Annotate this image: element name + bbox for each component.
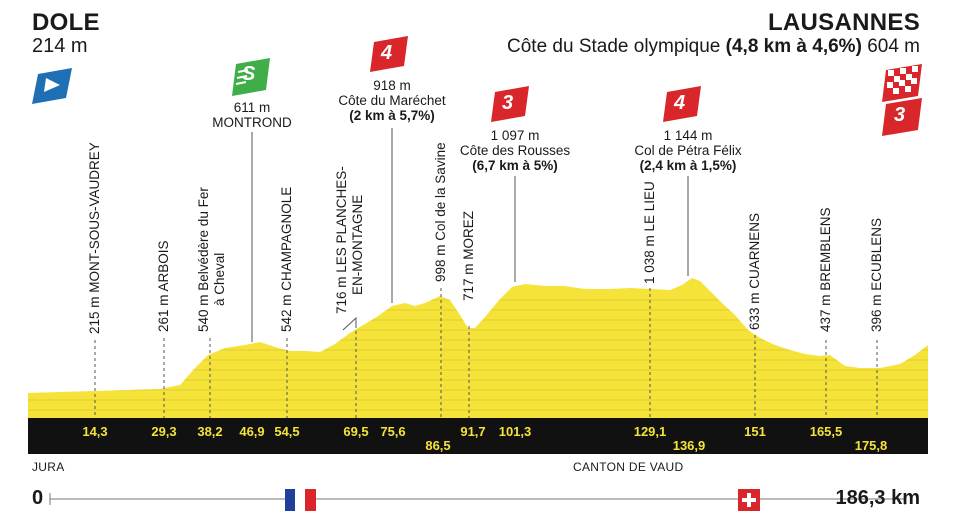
km-marker: 175,8 [854, 438, 888, 453]
finish-altitude: 604 m [867, 36, 920, 57]
finish-city: LAUSANNES [767, 9, 920, 36]
km-marker: 75,6 [380, 424, 406, 439]
climb-2-detail: (6,7 km à 5%) [472, 158, 558, 173]
climb-3-category: 4 [674, 92, 686, 114]
km-band [28, 418, 928, 454]
sprint-badge-label: S [242, 63, 256, 85]
km-marker: 151 [744, 424, 766, 439]
climb-1-detail: (2 km à 5,7%) [349, 108, 435, 123]
finish-checkered-flag-icon [882, 64, 922, 102]
waypoint-label: 261 m ARBOIS [156, 240, 171, 332]
distance-end: 186,3 km [835, 487, 920, 509]
waypoint-lines [94, 288, 878, 440]
km-marker: 14,3 [82, 424, 108, 439]
climb-badge-1-icon [370, 36, 408, 72]
waypoint-label: 540 m Belvédère du Fer [196, 187, 211, 332]
climb-3-info: 1 144 m Col de Pétra Félix (2,4 km à 1,5… [634, 128, 741, 173]
start-city: DOLE [32, 9, 100, 36]
km-marker: 29,3 [151, 424, 177, 439]
climb-2-name: Côte des Rousses [459, 143, 571, 158]
km-marker: 54,5 [274, 424, 300, 439]
climb-1-name: Côte du Maréchet [338, 93, 446, 108]
km-marker: 129,1 [633, 424, 667, 439]
finish-climb-badge-icon [882, 98, 922, 136]
km-marker: 86,5 [425, 438, 451, 453]
distance-start: 0 [32, 487, 44, 509]
waypoint-label: 716 m LES PLANCHES- [334, 166, 349, 314]
waypoint-label: 998 m Col de la Savine [433, 142, 448, 282]
climb-1-info: 918 m Côte du Maréchet (2 km à 5,7%) [338, 78, 445, 123]
km-marker: 101,3 [498, 424, 532, 439]
waypoint-label: 542 m CHAMPAGNOLE [279, 186, 294, 332]
elevation-profile [28, 278, 928, 418]
km-marker: 46,9 [239, 424, 265, 439]
sprint-info: 611 m MONTROND [212, 100, 292, 130]
sprint-altitude: 611 m [233, 100, 271, 115]
finish-climb-category: 3 [894, 104, 906, 126]
climb-2-altitude: 1 097 m [490, 128, 540, 143]
finish-climb-info: Côte du Stade olympique (4,8 km à 4,6%) … [507, 36, 920, 58]
climb-3-name: Col de Pétra Félix [634, 143, 742, 158]
waypoint-label: 717 m MOREZ [461, 210, 476, 301]
sprint-name: MONTROND [212, 115, 292, 130]
climb-3-altitude: 1 144 m [663, 128, 713, 143]
waypoint-label: 215 m MONT-SOUS-VAUDREY [87, 142, 102, 334]
climb-badge-3-icon [663, 86, 701, 122]
climb-2-info: 1 097 m Côte des Rousses (6,7 km à 5%) [460, 128, 570, 173]
climb-2-category: 3 [502, 92, 514, 114]
finish-climb-name: Côte du Stade olympique [507, 36, 721, 57]
waypoint-label: 633 m CUARNENS [747, 212, 762, 330]
region-right: CANTON DE VAUD [573, 460, 684, 474]
km-marker: 38,2 [197, 424, 223, 439]
region-left: JURA [32, 460, 65, 474]
climb-badge-2-icon [491, 86, 529, 122]
summit-lines [251, 128, 689, 342]
km-marker: 69,5 [343, 424, 369, 439]
climb-1-altitude: 918 m [373, 78, 411, 93]
waypoint-label: 437 m BREMBLENS [818, 207, 833, 332]
start-altitude: 214 m [32, 35, 88, 57]
waypoint-label: 1 038 m LE LIEU [642, 181, 657, 284]
waypoint-label-line2: à Cheval [212, 252, 227, 306]
km-marker: 91,7 [460, 424, 486, 439]
france-flag-icon [285, 489, 316, 511]
sprint-badge-icon [232, 58, 270, 96]
waypoint-label: 396 m ECUBLENS [869, 217, 884, 332]
switzerland-flag-icon [738, 489, 760, 511]
finish-climb-detail: (4,8 km à 4,6%) [725, 36, 862, 57]
waypoint-label-line2: EN-MONTAGNE [350, 194, 365, 295]
km-marker: 136,9 [672, 438, 706, 453]
climb-3-detail: (2,4 km à 1,5%) [639, 158, 737, 173]
climb-1-category: 4 [381, 42, 393, 64]
start-flag-icon [32, 68, 72, 104]
km-marker: 165,5 [809, 424, 843, 439]
